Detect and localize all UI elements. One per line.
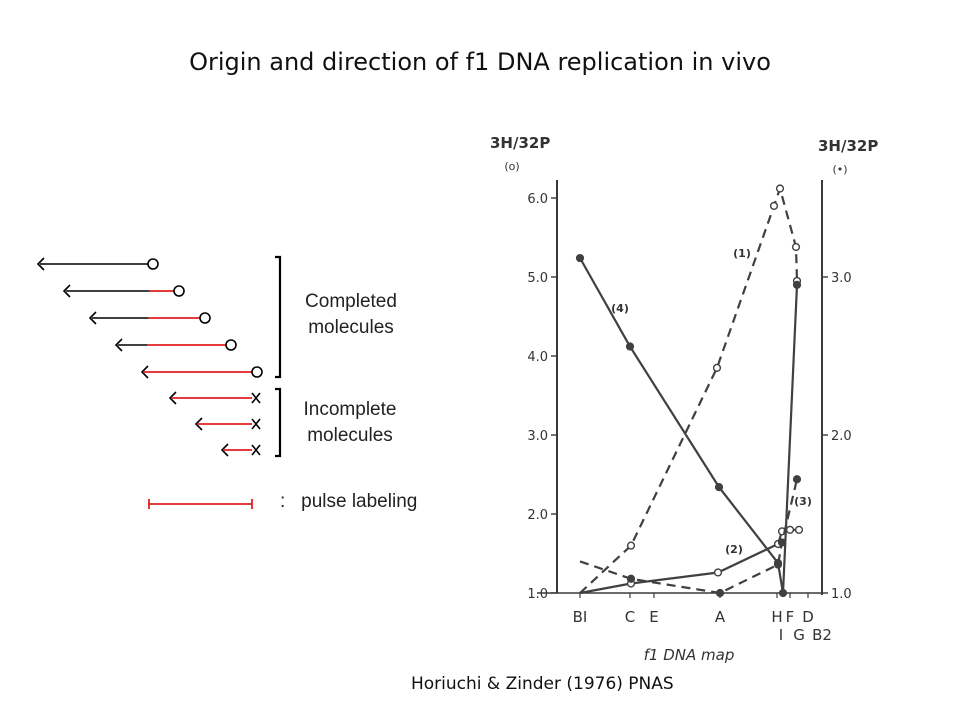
series-1-point-5: [791, 242, 801, 252]
series-3-point-1: [626, 574, 636, 583]
incomplete-molecules-label: Incomplete molecules: [290, 397, 410, 449]
series-4-point-0: [575, 253, 585, 263]
citation: Horiuchi & Zinder (1976) PNAS: [411, 674, 674, 694]
incomplete-label-line1: Incomplete: [303, 399, 397, 420]
series-3-point-2: [715, 588, 725, 598]
incomplete-origin-0: [168, 391, 177, 405]
series-2-point-5: [785, 525, 795, 534]
incomplete-origin-1: [194, 417, 203, 431]
series-3-point-5: [792, 475, 802, 484]
series-line-1: [579, 184, 799, 594]
pulse-label-text: pulse labeling: [301, 491, 418, 512]
series-2-point-6: [794, 525, 804, 534]
right-axis-sub: (•): [832, 163, 847, 176]
incomplete-growing-end-2: [251, 444, 261, 456]
completed-terminus-0: [147, 258, 159, 270]
series-1-point-2: [712, 363, 722, 372]
left-tick-label-4.0: 4.0: [527, 350, 548, 365]
pulse-labeling-legend: : pulse labeling: [280, 491, 417, 513]
x-label-B2: B2: [812, 626, 832, 644]
x-label-D: D: [802, 608, 814, 626]
x-axis-label: f1 DNA map: [644, 646, 735, 664]
series-4-point-1: [625, 342, 635, 351]
completed-terminus-4: [251, 366, 263, 378]
right-axis-label: 3H/32P: [818, 137, 878, 155]
completed-terminus-2: [199, 312, 211, 324]
series-label-3: (3): [794, 495, 812, 508]
series-2-point-2: [713, 568, 723, 577]
completed-origin-0: [36, 257, 45, 271]
completed-label-line2: molecules: [308, 317, 394, 338]
completed-bracket: [275, 255, 282, 379]
right-tick-label-3.0: 3.0: [831, 271, 852, 286]
completed-terminus-1: [173, 285, 185, 297]
right-tick-label-1.0: 1.0: [831, 587, 852, 602]
series-4-point-2: [714, 483, 724, 492]
x-label-E: E: [649, 608, 658, 626]
left-tick-label-3.0: 3.0: [527, 429, 548, 444]
series-4-point-4: [778, 588, 788, 598]
series-1-point-3: [769, 201, 779, 211]
completed-origin-4: [140, 365, 149, 379]
completed-origin-2: [88, 311, 97, 325]
series-4-point-3: [773, 558, 783, 568]
incomplete-bracket: [275, 387, 282, 458]
incomplete-growing-end-0: [251, 392, 261, 404]
x-label-F: F: [786, 608, 795, 626]
left-axis-label: 3H/32P: [490, 134, 550, 152]
series-label-1: (1): [733, 247, 751, 260]
completed-terminus-3: [225, 339, 237, 351]
right-tick-label-2.0: 2.0: [831, 429, 852, 444]
x-label-G: G: [793, 626, 805, 644]
series-line-4: [579, 257, 799, 594]
series-label-4: (4): [611, 302, 629, 315]
x-label-H: H: [771, 608, 782, 626]
left-tick-label-6.0: 6.0: [527, 192, 548, 207]
x-label-A: A: [715, 608, 726, 626]
x-label-C: C: [625, 608, 635, 626]
completed-molecules-label: Completed molecules: [286, 289, 416, 341]
completed-label-line1: Completed: [305, 291, 397, 312]
left-tick-label-2.0: 2.0: [527, 508, 548, 523]
incomplete-label-line2: molecules: [307, 425, 393, 446]
left-axis-sub: (o): [504, 160, 519, 173]
series-label-2: (2): [725, 543, 743, 556]
slide-title: Origin and direction of f1 DNA replicati…: [189, 48, 771, 76]
incomplete-growing-end-1: [251, 418, 261, 430]
left-tick-label-1.0: 1.0: [527, 587, 548, 602]
left-tick-label-5.0: 5.0: [527, 271, 548, 286]
series-1-point-1: [626, 541, 636, 550]
series-1-point-4: [775, 184, 785, 193]
series-4-point-5: [792, 280, 802, 290]
incomplete-origin-2: [220, 443, 229, 457]
x-label-BI: BI: [573, 608, 588, 626]
x-label-I: I: [779, 626, 783, 644]
pulse-colon: :: [280, 491, 286, 512]
completed-origin-1: [62, 284, 71, 298]
series-line-3: [579, 478, 799, 595]
completed-origin-3: [114, 338, 123, 352]
